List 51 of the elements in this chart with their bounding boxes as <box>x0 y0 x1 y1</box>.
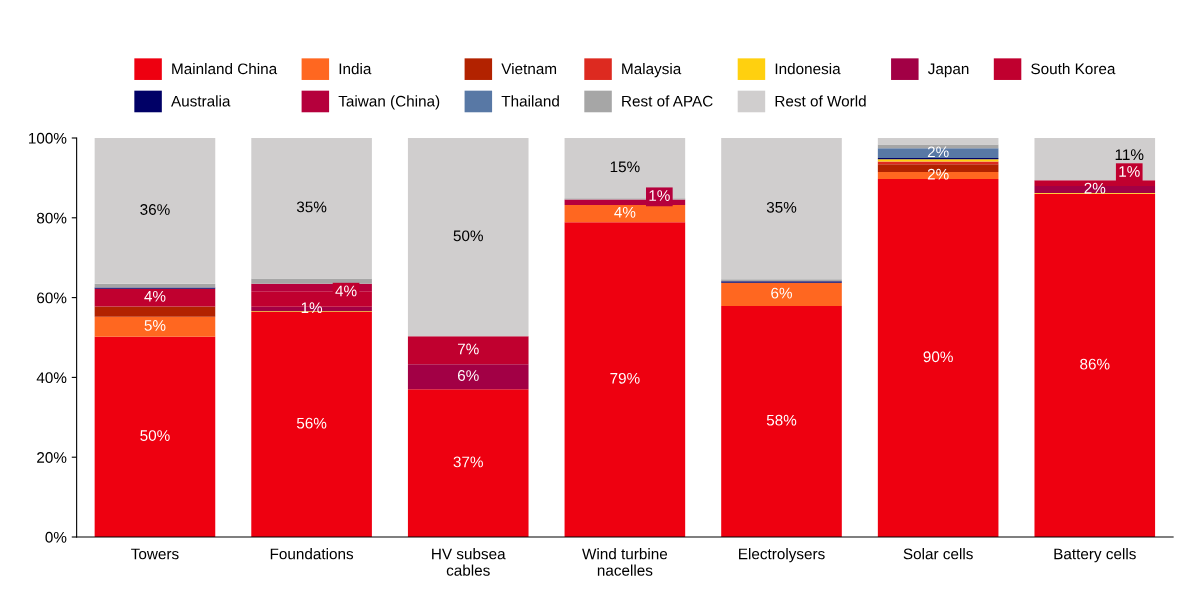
data-label: 37% <box>453 456 483 468</box>
data-label: 1% <box>301 302 323 314</box>
x-tick-label: HV subsea cables <box>432 548 506 576</box>
legend-label: Taiwan (China) <box>338 95 440 110</box>
data-label: 58% <box>766 414 797 426</box>
legend-label: South Korea <box>1031 63 1116 75</box>
legend-label: Mainland China <box>172 63 278 75</box>
y-tick-label: 60% <box>37 292 67 304</box>
data-label: 35% <box>296 201 327 213</box>
legend-label: Vietnam <box>501 63 557 75</box>
data-label: 36% <box>140 204 170 215</box>
legend-label: Japan <box>927 63 969 78</box>
data-label: 86% <box>1080 358 1110 370</box>
legend-label: Indonesia <box>775 63 841 75</box>
data-label: 79% <box>610 372 640 384</box>
data-label: 4% <box>614 206 636 218</box>
data-label: 56% <box>296 417 327 429</box>
x-tick-label: Electrolysers <box>739 548 825 563</box>
x-tick-label: Battery cells <box>1054 548 1136 563</box>
y-tick-label: 0% <box>45 531 67 543</box>
legend-label: Rest of APAC <box>622 95 713 107</box>
legend-label: Australia <box>171 95 231 107</box>
legend-label: Rest of World <box>775 95 866 107</box>
y-tick-label: 100% <box>29 132 67 144</box>
data-label: 6% <box>457 370 479 381</box>
data-label: 6% <box>771 287 793 299</box>
legend-label: Thailand <box>501 95 559 107</box>
y-tick-label: 40% <box>36 372 67 384</box>
data-label: 5% <box>144 320 166 331</box>
legend-label: Malaysia <box>622 63 682 78</box>
y-tick-label: 80% <box>37 212 67 224</box>
data-label: 50% <box>453 230 483 242</box>
x-tick-label: Solar cells <box>903 548 973 560</box>
x-tick-label: Wind turbine nacelles <box>582 548 668 576</box>
data-label: 90% <box>923 351 953 363</box>
data-label: 4% <box>335 285 357 297</box>
x-tick-label: Towers <box>131 548 179 560</box>
data-label: 50% <box>140 430 170 441</box>
data-label: 4% <box>144 290 166 302</box>
data-label: 2% <box>927 168 949 180</box>
data-label: 7% <box>457 343 479 355</box>
data-label: 11% <box>1115 149 1144 160</box>
data-label: 2% <box>927 146 949 158</box>
data-label: 1% <box>1119 166 1140 177</box>
data-label: 1% <box>649 190 670 201</box>
legend-label: India <box>339 63 372 75</box>
data-label: 35% <box>766 201 797 213</box>
y-tick-label: 20% <box>37 452 67 463</box>
data-label: 15% <box>610 161 640 173</box>
x-tick-label: Foundations <box>270 548 354 560</box>
data-label: 2% <box>1084 182 1106 194</box>
